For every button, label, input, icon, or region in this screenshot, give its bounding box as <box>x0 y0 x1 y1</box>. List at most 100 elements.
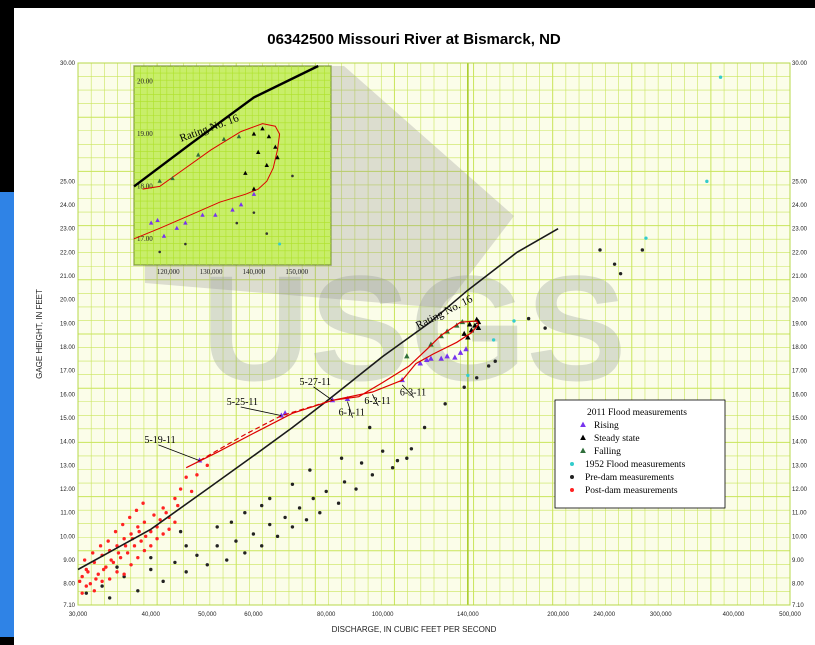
inset-flood-loop <box>133 123 281 240</box>
inset-point <box>266 134 272 139</box>
data-point <box>461 330 467 336</box>
data-point <box>134 508 139 513</box>
x-axis-label: DISCHARGE, IN CUBIC FEET PER SECOND <box>332 625 497 634</box>
inset-x-tick-label: 130,000 <box>200 268 223 276</box>
inset-x-tick-label: 120,000 <box>157 268 180 276</box>
chart-sheet: 06342500 Missouri River at Bismarck, ND U… <box>14 8 815 645</box>
data-point <box>465 334 471 340</box>
inset-y-tick-label: 20.00 <box>137 78 153 86</box>
data-point <box>84 567 88 572</box>
y-tick-label: 8.00 <box>63 582 75 588</box>
inset-point <box>236 134 242 139</box>
data-point <box>466 321 473 327</box>
inset-point <box>170 175 175 181</box>
series-1952-flood-measurements <box>466 75 723 378</box>
data-point <box>100 584 104 588</box>
inset-point <box>157 178 162 183</box>
data-point <box>640 248 645 252</box>
inset-x-tick-label: 150,000 <box>285 268 308 276</box>
data-point <box>86 570 90 574</box>
data-point <box>243 510 247 515</box>
data-point <box>139 539 143 543</box>
annotation-leader <box>401 384 415 398</box>
data-point <box>173 560 177 565</box>
data-point <box>422 425 427 430</box>
data-point <box>122 574 126 579</box>
legend-entry-label: 1952 Flood measurements <box>585 460 686 470</box>
rating-chart: 06342500 Missouri River at Bismarck, ND U… <box>35 31 808 634</box>
x-tick-label: 200,000 <box>547 612 569 618</box>
data-point <box>173 496 177 501</box>
data-point <box>195 553 199 557</box>
y-tick-label-right: 20.00 <box>792 298 808 304</box>
y-tick-label-right: 16.00 <box>792 392 808 398</box>
data-point <box>475 376 479 380</box>
x-tick-label: 500,000 <box>779 612 801 618</box>
data-point <box>417 360 423 366</box>
legend-box <box>554 399 726 509</box>
legend-marker <box>580 434 586 441</box>
inset-point <box>273 144 278 149</box>
data-point <box>342 480 347 484</box>
data-point <box>96 572 100 576</box>
data-point <box>423 356 430 362</box>
y-tick-label: 24.00 <box>60 203 76 209</box>
inset-point <box>155 217 160 223</box>
data-point <box>122 572 126 576</box>
data-point <box>474 316 480 322</box>
data-point <box>215 544 219 548</box>
y-tick-label: 16.00 <box>60 392 76 398</box>
data-point <box>115 570 119 574</box>
legend-entry-label: Post-dam measurements <box>585 486 678 496</box>
y-tick-label: 11.00 <box>60 511 75 517</box>
data-point <box>184 475 188 479</box>
inset-point <box>251 186 257 191</box>
data-point <box>462 385 466 389</box>
annotation-label: 6-2-11 <box>364 396 390 407</box>
data-point <box>359 461 364 465</box>
y-tick-label-right: 24.00 <box>792 203 808 209</box>
legend-entry-label: Steady state <box>594 434 640 444</box>
data-point <box>452 354 458 360</box>
data-point <box>122 537 126 541</box>
y-tick-label: 20.00 <box>60 298 76 304</box>
data-point <box>438 355 444 361</box>
x-tick-label: 30,000 <box>69 612 88 618</box>
y-tick-label-right: 9.00 <box>792 558 804 564</box>
data-point <box>466 373 470 378</box>
x-tick-label: 140,000 <box>457 612 479 618</box>
data-point <box>129 532 133 536</box>
data-point <box>268 522 272 527</box>
series-pre-dam-measurements <box>84 248 645 600</box>
inset-y-tick-label: 17.00 <box>137 235 153 243</box>
legend: 2011 Flood measurements Rising Steady stat… <box>554 399 726 509</box>
data-point <box>98 544 103 548</box>
data-point <box>428 355 434 361</box>
annotation-leader <box>313 386 333 401</box>
annotation-label: 5-25-11 <box>227 397 258 408</box>
data-point <box>526 316 531 321</box>
data-point <box>158 518 162 522</box>
legend-entry-label: Rising <box>594 421 619 431</box>
y-tick-label-right: 23.00 <box>792 227 808 233</box>
x-tick-label: 40,000 <box>142 612 161 618</box>
inset-y-tick-label: 19.00 <box>137 130 153 138</box>
data-point <box>149 529 153 534</box>
data-point <box>205 463 209 468</box>
y-tick-label: 14.00 <box>60 440 76 446</box>
data-point <box>164 510 168 515</box>
y-tick-label: 7.10 <box>63 603 75 609</box>
data-point <box>444 353 450 359</box>
data-point <box>141 501 145 505</box>
legend-entry-label: Falling <box>594 447 621 457</box>
y-tick-label-right: 17.00 <box>792 369 808 375</box>
data-point <box>283 515 287 520</box>
data-point <box>205 563 209 567</box>
y-tick-label-right: 15.00 <box>792 416 808 422</box>
y-tick-label-right: 19.00 <box>792 321 808 327</box>
watermark-logo: USGS <box>201 244 626 412</box>
legend-entry-label: Pre-dam measurements <box>585 473 674 483</box>
data-point <box>493 359 497 363</box>
inset-point <box>252 211 256 214</box>
y-tick-label: 10.00 <box>60 534 76 540</box>
